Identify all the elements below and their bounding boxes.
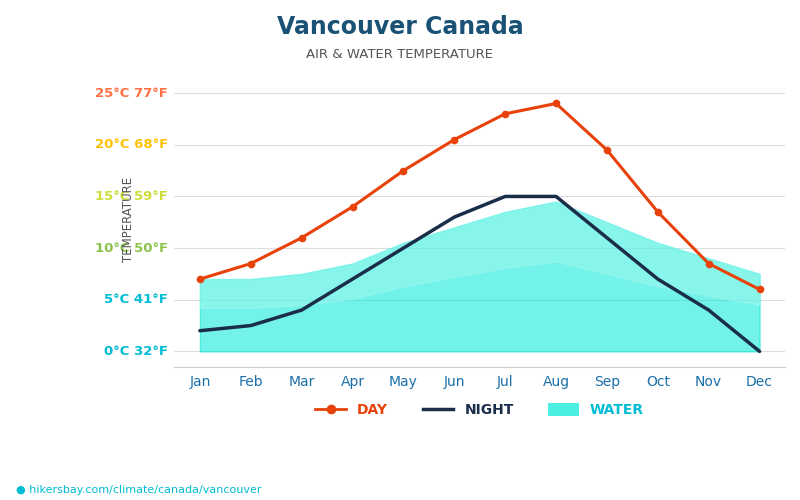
Legend: DAY, NIGHT, WATER: DAY, NIGHT, WATER (315, 404, 644, 417)
Text: 5°C 41°F: 5°C 41°F (105, 293, 168, 306)
Text: TEMPERATURE: TEMPERATURE (122, 177, 135, 262)
Text: 0°C 32°F: 0°C 32°F (104, 345, 168, 358)
Text: 15°C 59°F: 15°C 59°F (95, 190, 168, 203)
Text: 10°C 50°F: 10°C 50°F (95, 242, 168, 254)
Text: AIR & WATER TEMPERATURE: AIR & WATER TEMPERATURE (306, 48, 494, 60)
Text: Vancouver Canada: Vancouver Canada (277, 15, 523, 39)
Text: 20°C 68°F: 20°C 68°F (95, 138, 168, 151)
Text: 25°C 77°F: 25°C 77°F (95, 86, 168, 100)
Text: ● hikersbay.com/climate/canada/vancouver: ● hikersbay.com/climate/canada/vancouver (16, 485, 262, 495)
